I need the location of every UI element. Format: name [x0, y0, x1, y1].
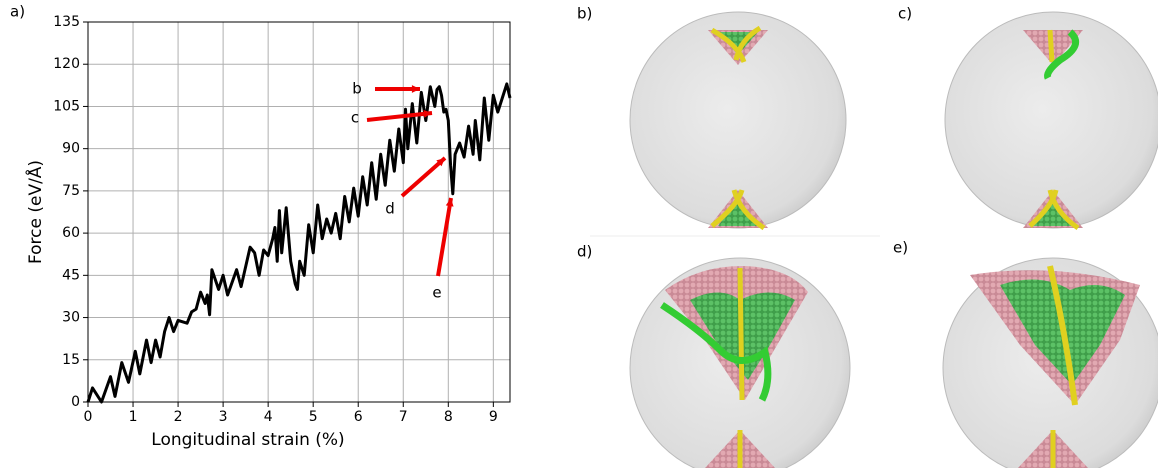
y-tick-label: 75 [62, 183, 80, 199]
plot-frame [87, 21, 511, 403]
x-tick-label: 4 [264, 409, 273, 425]
x-tick-label: 8 [444, 409, 453, 425]
y-tick-label: 30 [62, 310, 80, 326]
annotation-arrow [400, 156, 447, 198]
y-tick-label: 0 [71, 394, 80, 410]
sphere-render [629, 11, 847, 231]
annotation-label: b [352, 80, 362, 98]
x-axis-label: Longitudinal strain (%) [151, 430, 344, 450]
panel-label: e) [893, 239, 908, 257]
y-tick-label: 45 [62, 267, 80, 283]
panel-label: b) [577, 5, 592, 23]
annotation-arrow [366, 111, 433, 122]
render-panels: b) c) d) e) [577, 5, 1158, 468]
x-tick-label: 9 [489, 409, 498, 425]
arrow-head [423, 109, 432, 118]
arrow-head [436, 158, 445, 167]
y-tick-label: 135 [53, 14, 80, 30]
x-tick-label: 2 [174, 409, 183, 425]
annotation-label: c [351, 109, 359, 127]
sphere-render [942, 257, 1158, 468]
arrow-head [445, 198, 454, 207]
y-tick-label: 120 [53, 56, 80, 72]
data-line [86, 82, 512, 404]
x-tick-label: 5 [309, 409, 318, 425]
x-tick-label: 7 [399, 409, 408, 425]
x-tick-label: 1 [129, 409, 138, 425]
x-tick-label: 6 [354, 409, 363, 425]
sphere-render [629, 257, 851, 468]
panel-label: a) [10, 3, 25, 21]
x-tick-label: 3 [219, 409, 228, 425]
arrow-head [411, 85, 420, 93]
y-tick-label: 105 [53, 98, 80, 114]
y-tick-label: 15 [62, 352, 80, 368]
x-tick-label: 0 [84, 409, 93, 425]
annotation-arrow [436, 197, 453, 277]
sphere-render [944, 11, 1158, 231]
y-axis-label: Force (eV/Å) [24, 160, 46, 264]
y-tick-label: 90 [62, 141, 80, 157]
panel-label: d) [577, 243, 592, 261]
annotation-label: e [432, 284, 441, 302]
panel-label: c) [898, 5, 912, 23]
annotation-label: d [385, 200, 395, 218]
y-tick-label: 60 [62, 225, 80, 241]
